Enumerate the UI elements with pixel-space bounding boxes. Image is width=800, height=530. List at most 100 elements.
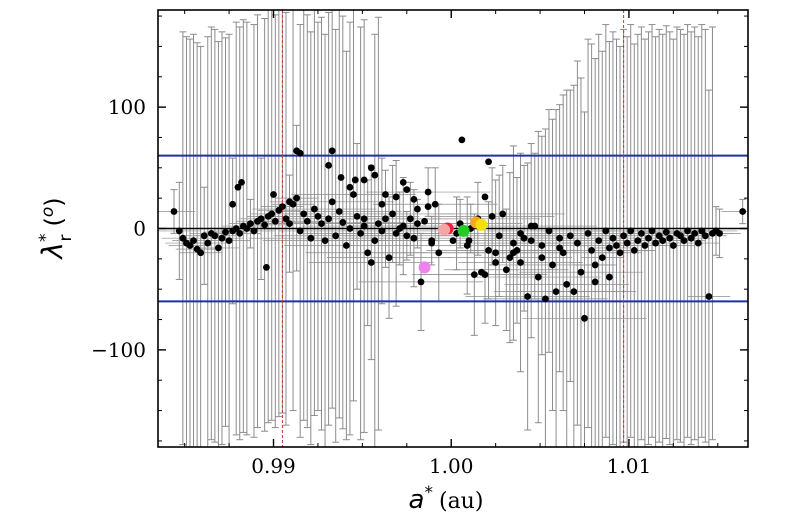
data-point (215, 244, 222, 252)
data-point (492, 249, 500, 257)
data-point (698, 227, 706, 235)
y-axis-symbol-sup: * (36, 234, 56, 243)
data-point (382, 215, 389, 223)
data-point (449, 237, 457, 245)
data-point (353, 212, 361, 220)
data-point (549, 261, 556, 269)
data-point (414, 220, 421, 228)
data-point (478, 268, 485, 276)
data-point (517, 259, 524, 266)
x-tick-label: 0.99 (251, 454, 296, 478)
data-point (357, 229, 364, 237)
data-point (300, 210, 308, 218)
x-axis-title: a* (au) (409, 483, 484, 515)
data-point (406, 215, 414, 223)
y-axis-unit-close: ) (40, 197, 68, 206)
data-point (382, 191, 389, 198)
data-point (225, 237, 233, 245)
data-point (524, 293, 532, 300)
data-point (616, 249, 624, 257)
x-tick-label: 1.00 (429, 454, 474, 478)
data-point (470, 271, 478, 279)
data-point (229, 200, 237, 208)
y-tick-label: −100 (91, 338, 146, 362)
data-point (499, 210, 507, 218)
data-point (609, 234, 617, 242)
data-point (637, 229, 645, 237)
data-point (350, 191, 357, 198)
data-point (360, 176, 368, 184)
data-point (261, 221, 269, 229)
data-point (634, 237, 642, 245)
data-point (360, 222, 368, 230)
highlight-layer (418, 216, 488, 274)
data-point (385, 254, 393, 262)
y-axis-symbol: λ (36, 242, 69, 261)
data-point (403, 186, 411, 194)
data-point (588, 246, 596, 254)
data-point (577, 268, 585, 276)
data-point (424, 188, 432, 196)
data-point (175, 227, 183, 235)
data-point (346, 225, 354, 232)
data-point (458, 136, 466, 144)
data-point (271, 217, 279, 225)
data-point (510, 249, 517, 257)
data-point (371, 171, 379, 179)
data-point (570, 288, 578, 296)
y-axis-unit-sup: o (38, 207, 58, 217)
data-point (573, 239, 581, 247)
y-tick-label: 0 (133, 217, 146, 241)
x-axis-symbol-sup: * (424, 483, 433, 503)
data-point (367, 164, 375, 172)
data-point (392, 193, 400, 201)
data-point (680, 237, 688, 245)
data-point (364, 249, 372, 257)
data-point (534, 273, 542, 281)
data-point (367, 259, 375, 266)
data-point (307, 234, 315, 242)
data-point (278, 203, 286, 211)
data-point (538, 254, 546, 262)
data-point (701, 232, 709, 240)
data-point (652, 239, 659, 247)
data-point (325, 215, 333, 223)
data-point (645, 234, 652, 242)
data-point (399, 178, 407, 186)
y-axis-unit-open: ( (40, 217, 68, 226)
data-point (691, 229, 699, 237)
data-point (399, 222, 407, 230)
data-point (591, 261, 599, 269)
data-point (684, 227, 691, 235)
data-point (328, 147, 336, 155)
data-point (627, 227, 635, 235)
data-point (485, 158, 492, 166)
data-point (232, 225, 240, 232)
data-point (655, 232, 663, 240)
data-point (263, 263, 270, 271)
data-point (314, 212, 322, 220)
data-point (517, 229, 524, 237)
data-point (392, 229, 400, 237)
plot-area (158, 10, 748, 447)
data-point (186, 242, 194, 249)
data-point (538, 242, 546, 249)
data-point (243, 225, 251, 232)
highlight-point (475, 218, 488, 231)
data-point (296, 149, 304, 157)
data-point (527, 222, 535, 230)
data-point (257, 215, 265, 223)
data-point (669, 242, 677, 249)
highlight-point (457, 224, 470, 237)
data-point (424, 203, 432, 211)
data-point (247, 220, 254, 228)
data-point (200, 232, 208, 240)
data-point (238, 178, 245, 186)
data-point (328, 198, 336, 206)
data-point (234, 183, 242, 191)
point-layer (170, 136, 747, 322)
data-point (620, 232, 628, 240)
data-point (520, 234, 528, 242)
data-point (641, 242, 649, 249)
